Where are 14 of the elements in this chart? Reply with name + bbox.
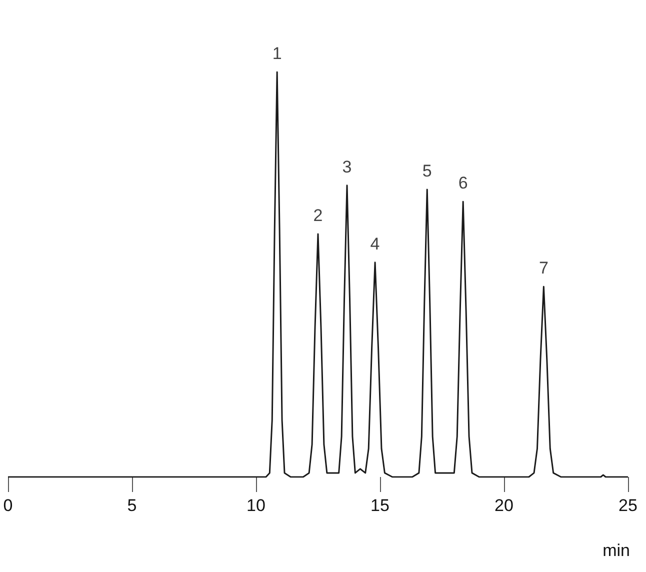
annotation: 3: [342, 157, 352, 176]
x-tick-label: 0: [3, 496, 13, 515]
annotation: 1: [272, 44, 282, 63]
x-tick-label: 5: [127, 496, 137, 515]
x-tick-label: 20: [494, 496, 514, 515]
annotation: 7: [538, 258, 548, 278]
x-tick-label: 25: [618, 496, 638, 515]
annotation: 5: [422, 161, 432, 180]
annotation: 6: [458, 174, 468, 193]
x-axis-title: min: [602, 541, 630, 560]
annotation: 2: [313, 206, 323, 225]
annotation: 4: [370, 234, 380, 254]
x-tick-label: 10: [246, 496, 266, 515]
x-tick-label: 15: [370, 496, 390, 515]
